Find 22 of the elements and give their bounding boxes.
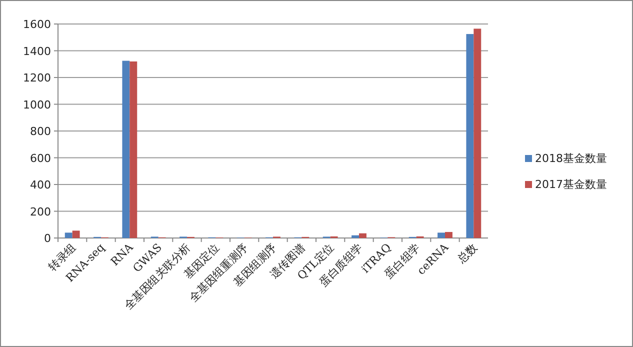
bar [474,28,482,238]
y-tick-label: 200 [30,205,51,218]
y-tick-label: 1600 [23,18,51,31]
y-tick-label: 400 [30,178,51,192]
x-tick-label: 总数 [454,240,480,266]
bar [466,34,474,238]
y-tick-label: 0 [44,232,51,245]
bar [359,233,366,238]
legend-label: 2018基金数量 [535,152,607,165]
y-tick-label: 1000 [23,98,51,112]
bar [445,232,452,238]
y-tick-label: 800 [30,125,51,138]
bar [130,61,138,238]
y-tick-label: 1200 [23,72,51,84]
y-tick-label: 1400 [23,44,51,58]
bar [72,230,80,238]
bar [122,60,130,238]
y-tick-label: 600 [30,152,51,165]
bar [352,235,359,238]
bar [64,232,72,238]
legend-label: 2017基金数量 [535,178,607,191]
bar [438,232,445,238]
